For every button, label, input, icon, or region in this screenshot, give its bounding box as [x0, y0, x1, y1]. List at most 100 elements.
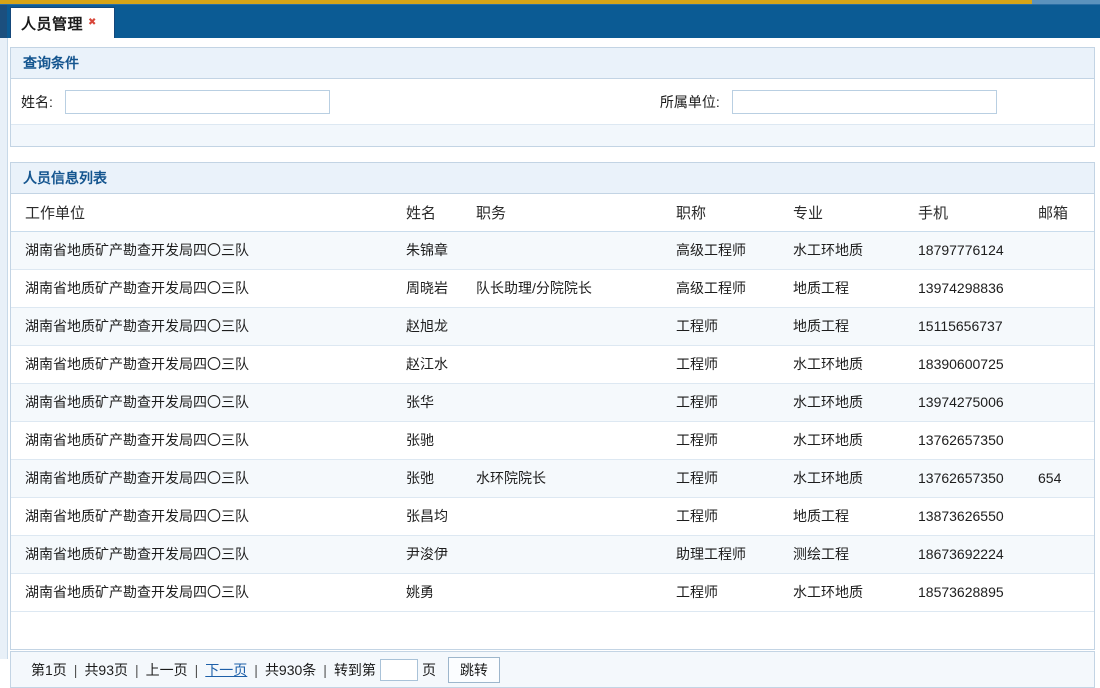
- cell-unit: 湖南省地质矿产勘查开发局四〇三队: [11, 307, 406, 346]
- column-header-rank[interactable]: 职称: [676, 194, 793, 232]
- cell-major: 水工环地质: [793, 383, 918, 422]
- cell-phone: 18797776124: [918, 231, 1038, 270]
- cell-phone: 13762657350: [918, 459, 1038, 498]
- tab-renyuan-guanli[interactable]: 人员管理 ✖: [10, 7, 115, 38]
- unit-input[interactable]: [731, 89, 997, 114]
- cell-post: [476, 497, 676, 536]
- cell-unit: 湖南省地质矿产勘查开发局四〇三队: [11, 421, 406, 460]
- cell-major: 水工环地质: [793, 459, 918, 498]
- cell-name: 赵江水: [406, 345, 476, 384]
- table-row[interactable]: 湖南省地质矿产勘查开发局四〇三队 朱锦章 高级工程师 水工环地质 18797776124: [11, 231, 1094, 270]
- cell-name: 张昌均: [406, 497, 476, 536]
- table-row[interactable]: 湖南省地质矿产勘查开发局四〇三队 赵旭龙 工程师 地质工程 15115656737: [11, 307, 1094, 346]
- total-records-text: 共930条: [264, 661, 317, 678]
- cell-post: [476, 231, 676, 270]
- column-header-major[interactable]: 专业: [793, 194, 918, 232]
- cell-post: [476, 307, 676, 346]
- cell-email: [1038, 345, 1094, 384]
- name-input[interactable]: [64, 89, 330, 114]
- table-row[interactable]: 湖南省地质矿产勘查开发局四〇三队 张驰 工程师 水工环地质 13762657350: [11, 421, 1094, 460]
- cell-unit: 湖南省地质矿产勘查开发局四〇三队: [11, 497, 406, 536]
- top-strip-accent: [0, 0, 1032, 4]
- pager-separator-2: |: [135, 661, 139, 678]
- cell-email: 654: [1038, 459, 1094, 498]
- cell-name: 姚勇: [406, 573, 476, 612]
- cell-phone: 18673692224: [918, 535, 1038, 574]
- name-field-label: 姓名:: [21, 93, 53, 110]
- column-header-email[interactable]: 邮箱: [1038, 194, 1094, 232]
- cell-major: 测绘工程: [793, 535, 918, 574]
- table-row[interactable]: 湖南省地质矿产勘查开发局四〇三队 张昌均 工程师 地质工程 13873626550: [11, 497, 1094, 536]
- personnel-list-panel: 人员信息列表 工作单位 姓名 职务 职称 专业 手机 邮箱 湖南省地质矿产勘查开…: [10, 162, 1095, 650]
- prev-page-button[interactable]: 上一页: [145, 661, 188, 678]
- column-header-name[interactable]: 姓名: [406, 194, 476, 232]
- cell-major: 水工环地质: [793, 345, 918, 384]
- current-page-text: 第1页: [31, 661, 67, 678]
- cell-phone: 13873626550: [918, 497, 1038, 536]
- table-row[interactable]: 湖南省地质矿产勘查开发局四〇三队 周晓岩 队长助理/分院院长 高级工程师 地质工程 139…: [11, 269, 1094, 308]
- page-body: 查询条件 姓名: 所属单位: 人员信息列表 工作单位 姓名 职务 职称 专业 手…: [0, 38, 1100, 688]
- query-conditions-panel: 查询条件 姓名: 所属单位:: [10, 47, 1095, 147]
- cell-major: 地质工程: [793, 307, 918, 346]
- column-header-post[interactable]: 职务: [476, 194, 676, 232]
- query-panel-title: 查询条件: [23, 55, 79, 71]
- cell-phone: 13762657350: [918, 421, 1038, 460]
- jump-prefix-label: 转到第: [333, 661, 376, 678]
- tab-label: 人员管理: [21, 15, 84, 33]
- cell-unit: 湖南省地质矿产勘查开发局四〇三队: [11, 573, 406, 612]
- unit-field-label: 所属单位:: [659, 93, 720, 110]
- cell-rank: 工程师: [676, 421, 793, 460]
- window-top-strip: [0, 0, 1100, 5]
- total-pages-text: 共93页: [84, 661, 129, 678]
- table-row[interactable]: 湖南省地质矿产勘查开发局四〇三队 张华 工程师 水工环地质 13974275006: [11, 383, 1094, 422]
- cell-rank: 助理工程师: [676, 535, 793, 574]
- personnel-table: 工作单位 姓名 职务 职称 专业 手机 邮箱 湖南省地质矿产勘查开发局四〇三队朱…: [11, 194, 1094, 612]
- top-strip-right-segment: [1032, 0, 1100, 4]
- cell-post: 队长助理/分院院长: [476, 269, 676, 308]
- query-fields-row: 姓名: 所属单位:: [11, 79, 1094, 124]
- table-row[interactable]: 湖南省地质矿产勘查开发局四〇三队 张弛 水环院院长 工程师 水工环地质 137626573…: [11, 459, 1094, 498]
- cell-rank: 高级工程师: [676, 231, 793, 270]
- pager-separator-4: |: [254, 661, 258, 678]
- cell-phone: 13974298836: [918, 269, 1038, 308]
- jump-page-input[interactable]: [379, 658, 418, 681]
- cell-unit: 湖南省地质矿产勘查开发局四〇三队: [11, 535, 406, 574]
- cell-email: [1038, 307, 1094, 346]
- cell-email: [1038, 573, 1094, 612]
- cell-rank: 工程师: [676, 345, 793, 384]
- column-header-unit[interactable]: 工作单位: [11, 194, 406, 232]
- cell-phone: 15115656737: [918, 307, 1038, 346]
- cell-email: [1038, 421, 1094, 460]
- query-panel-header: 查询条件: [11, 48, 1094, 79]
- column-header-phone[interactable]: 手机: [918, 194, 1038, 232]
- cell-major: 地质工程: [793, 269, 918, 308]
- cell-unit: 湖南省地质矿产勘查开发局四〇三队: [11, 269, 406, 308]
- cell-post: 水环院院长: [476, 459, 676, 498]
- cell-phone: 18390600725: [918, 345, 1038, 384]
- table-row[interactable]: 湖南省地质矿产勘查开发局四〇三队 赵江水 工程师 水工环地质 18390600725: [11, 345, 1094, 384]
- cell-email: [1038, 383, 1094, 422]
- cell-name: 张弛: [406, 459, 476, 498]
- table-row[interactable]: 湖南省地质矿产勘查开发局四〇三队 姚勇 工程师 水工环地质 18573628895: [11, 573, 1094, 612]
- close-icon[interactable]: ✖: [88, 17, 97, 28]
- left-gutter: [0, 38, 8, 659]
- cell-major: 地质工程: [793, 497, 918, 536]
- cell-rank: 工程师: [676, 497, 793, 536]
- tab-bar: [0, 5, 1100, 38]
- cell-phone: 13974275006: [918, 383, 1038, 422]
- jump-button[interactable]: 跳转: [447, 656, 500, 683]
- table-row[interactable]: 湖南省地质矿产勘查开发局四〇三队 尹浚伊 助理工程师 测绘工程 18673692224: [11, 535, 1094, 574]
- cell-post: [476, 421, 676, 460]
- next-page-link[interactable]: 下一页: [205, 661, 248, 678]
- cell-unit: 湖南省地质矿产勘查开发局四〇三队: [11, 459, 406, 498]
- cell-email: [1038, 269, 1094, 308]
- cell-post: [476, 573, 676, 612]
- table-header-row: 工作单位 姓名 职务 职称 专业 手机 邮箱: [11, 194, 1094, 232]
- cell-name: 赵旭龙: [406, 307, 476, 346]
- cell-post: [476, 383, 676, 422]
- cell-email: [1038, 535, 1094, 574]
- table-body: 湖南省地质矿产勘查开发局四〇三队 朱锦章 高级工程师 水工环地质 18797776124…: [11, 231, 1094, 612]
- pagination-bar: 第1页 | 共93页 | 上一页 | 下一页 | 共930条 | 转到第 页 跳…: [10, 651, 1095, 688]
- pager-separator-1: |: [73, 661, 78, 678]
- cell-major: 水工环地质: [793, 231, 918, 270]
